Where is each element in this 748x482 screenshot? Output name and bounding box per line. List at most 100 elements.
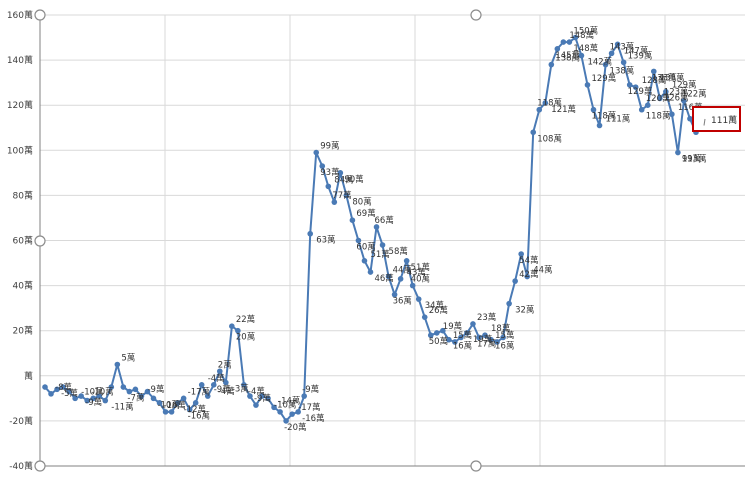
data-point[interactable] [548,61,555,68]
resize-handle[interactable] [470,9,482,21]
data-point[interactable] [620,59,627,66]
selection-handles[interactable] [34,9,482,472]
data-point[interactable] [452,339,458,345]
data-point[interactable] [397,276,404,282]
data-point[interactable] [542,100,549,106]
data-point[interactable] [319,163,326,169]
data-point[interactable] [162,409,169,415]
data-point[interactable] [283,418,289,424]
data-point[interactable] [687,115,693,122]
data-point[interactable] [265,395,271,402]
data-point[interactable] [144,388,151,395]
data-point[interactable] [349,217,356,224]
data-point[interactable] [669,111,675,118]
data-point[interactable] [524,273,531,280]
data-point[interactable] [223,379,229,386]
data-point[interactable] [361,257,368,264]
data-point[interactable] [120,384,127,390]
resize-handle[interactable] [34,235,46,247]
data-point[interactable] [433,330,440,336]
data-point[interactable] [488,336,494,343]
data-point[interactable] [337,170,344,176]
data-point[interactable] [657,95,663,102]
data-point[interactable] [554,46,561,52]
data-point[interactable] [216,368,223,375]
data-point[interactable] [78,393,84,399]
data-point[interactable] [638,106,645,113]
data-point[interactable] [440,327,446,334]
data-point[interactable] [470,321,476,327]
data-point[interactable] [253,402,259,408]
data-point[interactable] [602,61,609,68]
data-point[interactable] [614,41,621,48]
data-point[interactable] [644,102,651,108]
data-point[interactable] [307,230,314,237]
data-point[interactable] [204,393,211,399]
data-point[interactable] [289,411,295,417]
data-point[interactable] [590,106,597,113]
data-point[interactable] [530,129,537,136]
data-point[interactable] [632,84,639,90]
data-point[interactable] [482,332,488,339]
data-point[interactable] [373,224,380,230]
data-point[interactable] [343,192,350,199]
data-point[interactable] [198,382,205,388]
data-point[interactable] [403,257,410,264]
data-point[interactable] [156,400,163,406]
data-point[interactable] [500,334,506,341]
data-point[interactable] [192,400,199,406]
data-point[interactable] [331,199,338,205]
selected-label-box[interactable] [692,106,741,132]
data-point[interactable] [60,384,66,390]
data-point[interactable] [126,388,133,395]
data-point[interactable] [409,282,416,289]
data-point[interactable] [271,404,277,411]
data-point[interactable] [675,149,681,156]
data-point[interactable] [385,273,392,280]
data-point[interactable] [186,406,193,413]
data-point[interactable] [446,336,452,343]
data-point[interactable] [114,361,121,368]
data-point[interactable] [132,386,139,393]
data-point[interactable] [518,251,524,257]
data-point[interactable] [608,50,615,57]
data-point[interactable] [427,332,434,339]
data-point[interactable] [42,384,48,390]
data-point[interactable] [235,327,241,334]
data-point[interactable] [150,395,157,402]
data-point[interactable] [72,395,78,402]
data-point[interactable] [259,393,265,399]
data-point[interactable] [421,314,428,320]
data-point[interactable] [584,82,591,88]
data-point[interactable] [108,384,115,390]
data-point[interactable] [301,393,307,399]
resize-handle[interactable] [34,460,46,472]
data-point[interactable] [247,393,253,399]
data-point[interactable] [650,68,657,75]
data-point[interactable] [355,237,362,244]
data-point[interactable] [596,122,603,129]
data-point[interactable] [663,88,669,95]
data-point[interactable] [512,278,518,284]
data-point[interactable] [313,149,320,156]
data-point[interactable] [48,391,54,397]
data-point[interactable] [96,393,103,399]
data-point[interactable] [84,397,90,404]
resize-handle[interactable] [470,460,482,472]
data-point[interactable] [506,300,512,307]
data-point[interactable] [54,386,60,393]
data-point[interactable] [578,52,585,59]
data-point[interactable] [180,395,187,402]
data-point[interactable] [277,409,283,415]
data-point[interactable] [138,393,145,399]
data-point[interactable] [241,382,247,388]
selected-data-label[interactable]: 111萬 [711,114,737,126]
data-point[interactable] [210,382,217,388]
data-point[interactable] [325,183,332,190]
data-point[interactable] [229,323,235,329]
data-point[interactable] [566,39,573,45]
data-point[interactable] [464,330,470,336]
resize-handle[interactable] [34,9,46,21]
data-point[interactable] [572,34,579,41]
